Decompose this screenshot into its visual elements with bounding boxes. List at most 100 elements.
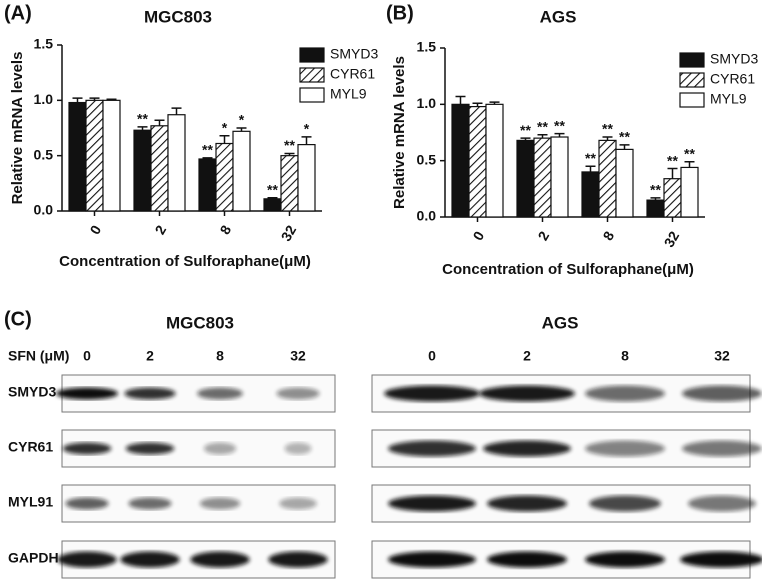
x-tick-label: 32 xyxy=(278,222,300,244)
y-axis-label: Relative mRNA levels xyxy=(9,52,26,205)
lane-label: 8 xyxy=(216,348,224,364)
blot-band xyxy=(682,440,762,457)
significance: ** xyxy=(684,145,695,161)
x-tick-label: 32 xyxy=(661,228,683,250)
significance: ** xyxy=(520,122,531,138)
error-bar xyxy=(537,134,548,139)
legend-label: MYL9 xyxy=(710,91,747,107)
blot-band xyxy=(585,385,665,402)
error-bar xyxy=(585,165,596,172)
lane-label: 2 xyxy=(523,348,531,364)
error-bar xyxy=(171,107,182,115)
error-bar xyxy=(520,137,531,141)
significance: * xyxy=(222,119,228,135)
blot-band xyxy=(585,440,665,457)
error-bar xyxy=(89,97,100,101)
bar xyxy=(533,137,552,218)
lane-label: 2 xyxy=(146,348,154,364)
legend-label: CYR61 xyxy=(710,71,755,87)
x-tick-label: 0 xyxy=(87,222,105,237)
significance: ** xyxy=(202,142,213,158)
x-tick-label: 8 xyxy=(217,222,235,237)
bar xyxy=(102,99,121,212)
legend-swatch xyxy=(299,87,325,103)
y-tick-label: 0.0 xyxy=(34,202,54,218)
significance: ** xyxy=(137,111,148,127)
significance: ** xyxy=(650,182,661,198)
bar xyxy=(85,99,104,212)
blot-band xyxy=(680,551,762,568)
blot-band xyxy=(268,551,328,568)
legend-swatch xyxy=(679,92,705,108)
lane-label: 32 xyxy=(290,348,306,364)
blot-band xyxy=(483,440,571,457)
protein-label: MYL91 xyxy=(8,494,53,510)
bar xyxy=(150,125,169,212)
blot-band xyxy=(120,551,180,568)
bar xyxy=(468,105,487,218)
protein-label: CYR61 xyxy=(8,439,53,455)
x-tick-label: 2 xyxy=(152,222,170,237)
error-bar xyxy=(154,119,165,126)
blot-band xyxy=(55,387,119,400)
bar xyxy=(68,101,87,212)
blot-band xyxy=(197,387,243,400)
y-tick-label: 1.0 xyxy=(34,91,54,107)
blot-band xyxy=(688,495,756,512)
blot-band xyxy=(124,387,176,400)
panel-label: (B) xyxy=(386,2,414,24)
blot-band xyxy=(276,387,320,400)
blot-band xyxy=(203,442,237,455)
blot-band xyxy=(388,440,476,457)
error-bar xyxy=(489,101,500,105)
significance: ** xyxy=(619,129,630,145)
blot-title: AGS xyxy=(542,313,579,332)
x-tick-label: 2 xyxy=(535,228,553,243)
panel-label: (A) xyxy=(4,2,32,24)
blot-band xyxy=(589,495,661,512)
blot-band xyxy=(388,551,476,568)
y-tick-label: 0.5 xyxy=(34,146,54,162)
y-tick-label: 1.5 xyxy=(417,39,437,55)
blot-band xyxy=(190,551,250,568)
lane-label: 8 xyxy=(621,348,629,364)
x-tick-label: 8 xyxy=(600,228,618,243)
y-tick-label: 0.0 xyxy=(417,208,437,224)
error-bar xyxy=(301,136,312,145)
error-bar xyxy=(202,157,213,159)
bar xyxy=(133,129,152,212)
protein-label: SMYD3 xyxy=(8,384,56,400)
error-bar xyxy=(284,152,295,156)
error-bar xyxy=(472,102,483,107)
legend-swatch xyxy=(299,47,325,63)
significance: ** xyxy=(284,137,295,153)
error-bar xyxy=(72,97,83,103)
bar xyxy=(451,103,470,218)
bar xyxy=(550,136,569,218)
blot-band xyxy=(479,385,575,402)
lane-label: 0 xyxy=(83,348,91,364)
blot-band xyxy=(388,495,476,512)
blot-band xyxy=(125,442,175,455)
y-tick-label: 0.5 xyxy=(417,151,437,167)
legend-label: SMYD3 xyxy=(330,46,378,62)
blot-title: MGC803 xyxy=(166,313,234,332)
bar xyxy=(485,103,504,218)
blot-band xyxy=(487,495,567,512)
blot-band xyxy=(128,497,172,510)
significance: ** xyxy=(602,121,613,137)
bar xyxy=(598,139,617,218)
significance: ** xyxy=(667,152,678,168)
legend-swatch xyxy=(679,72,705,88)
blot-band xyxy=(199,497,241,510)
blot-band xyxy=(62,442,112,455)
legend-label: SMYD3 xyxy=(710,51,758,67)
significance: * xyxy=(304,121,310,137)
bar xyxy=(280,155,299,212)
bar xyxy=(297,144,316,212)
blot-band xyxy=(384,385,480,402)
bar xyxy=(646,199,665,218)
bar xyxy=(215,142,234,212)
y-tick-label: 1.0 xyxy=(417,95,437,111)
